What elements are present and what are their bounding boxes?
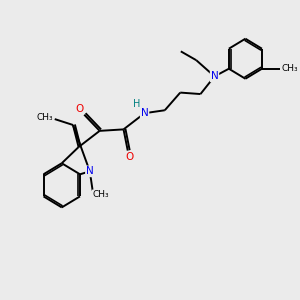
Text: N: N — [86, 166, 94, 176]
Text: H: H — [133, 99, 140, 109]
Text: CH₃: CH₃ — [93, 190, 110, 200]
Text: N: N — [211, 71, 218, 81]
Text: CH₃: CH₃ — [282, 64, 298, 73]
Text: CH₃: CH₃ — [37, 113, 53, 122]
Text: N: N — [141, 108, 148, 118]
Text: O: O — [125, 152, 133, 162]
Text: CH₃: CH₃ — [93, 190, 110, 200]
Text: O: O — [75, 104, 84, 114]
